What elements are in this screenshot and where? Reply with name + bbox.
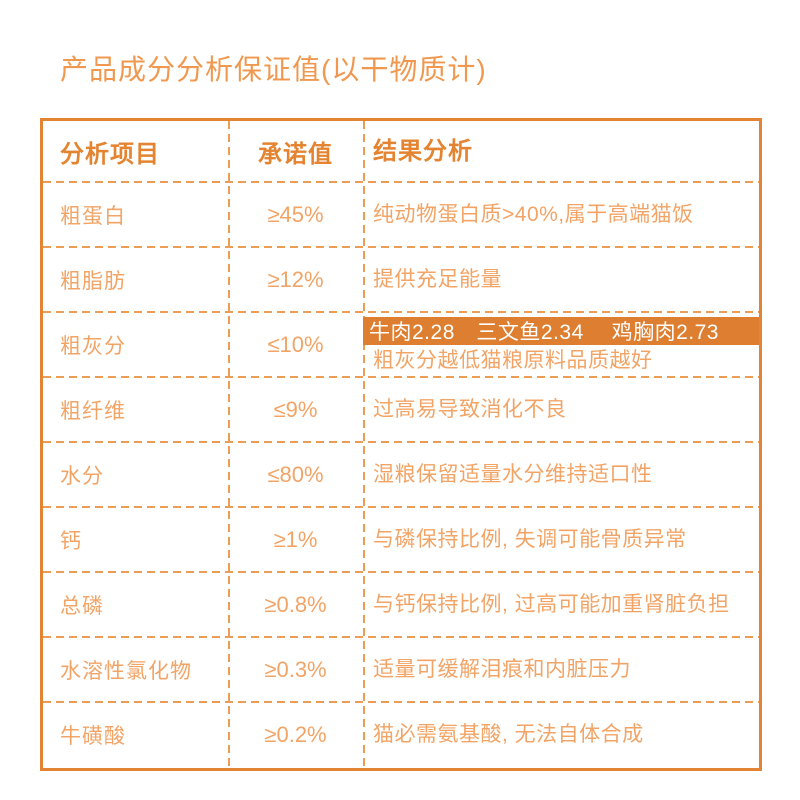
row-item-label: 水分 [60,464,104,488]
guarantee-analysis-table: 分析项目 承诺值 结果分析 粗蛋白 ≥45% 纯动物蛋白质>40%,属于高端猫饭… [40,118,762,771]
header-promised-value: 承诺值 [258,141,333,168]
row-result-stack: 牛肉2.28 三文鱼2.34 鸡胸肉2.73 粗灰分越低猫粮原料品质越好 [363,312,759,377]
ash-comparison-highlight: 牛肉2.28 三文鱼2.34 鸡胸肉2.73 [363,317,759,345]
table-row-crude-ash: 粗灰分 ≤10% 牛肉2.28 三文鱼2.34 鸡胸肉2.73 粗灰分越低猫粮原… [43,312,759,378]
table-row-taurine: 牛磺酸 ≥0.2% 猫必需氨基酸, 无法自体合成 [43,702,759,767]
row-value: ≤80% [267,461,324,487]
table-row-total-phosphorus: 总磷 ≥0.8% 与钙保持比例, 过高可能加重肾脏负担 [43,572,759,638]
row-result: 猫必需氨基酸, 无法自体合成 [373,722,644,746]
row-item-label: 水溶性氯化物 [60,659,192,683]
row-item-label: 粗蛋白 [60,204,126,228]
row-value: ≥45% [267,201,324,227]
row-result: 与钙保持比例, 过高可能加重肾脏负担 [373,592,730,616]
row-value: ≤9% [273,396,318,422]
row-result: 与磷保持比例, 失调可能骨质异常 [373,527,687,551]
column-divider-2 [363,121,365,768]
row-item-label: 粗纤维 [60,399,126,423]
table-row-soluble-chloride: 水溶性氯化物 ≥0.3% 适量可缓解泪痕和内脏压力 [43,637,759,703]
row-result: 过高易导致消化不良 [373,397,567,421]
row-value: ≥0.8% [264,591,327,617]
row-item-label: 钙 [60,529,82,553]
header-result-analysis: 结果分析 [373,137,473,165]
table-row-calcium: 钙 ≥1% 与磷保持比例, 失调可能骨质异常 [43,507,759,573]
row-value: ≥0.3% [264,656,327,682]
row-value: ≥0.2% [264,721,327,747]
row-result: 湿粮保留适量水分维持适口性 [373,462,653,486]
table-row-crude-fiber: 粗纤维 ≤9% 过高易导致消化不良 [43,377,759,443]
row-value: ≥12% [267,266,324,292]
row-value: ≤10% [267,331,324,357]
table-header-row: 分析项目 承诺值 结果分析 [43,121,759,183]
table-row-moisture: 水分 ≤80% 湿粮保留适量水分维持适口性 [43,442,759,508]
row-item-label: 粗灰分 [60,334,126,358]
row-item-label: 牛磺酸 [60,724,126,748]
row-item-label: 粗脂肪 [60,269,126,293]
page-title: 产品成分分析保证值(以干物质计) [60,54,487,85]
row-result: 适量可缓解泪痕和内脏压力 [373,657,631,681]
header-analysis-item: 分析项目 [60,141,160,168]
row-item-label: 总磷 [60,594,104,618]
table-row-crude-protein: 粗蛋白 ≥45% 纯动物蛋白质>40%,属于高端猫饭 [43,182,759,248]
column-divider-1 [228,121,230,768]
row-result: 纯动物蛋白质>40%,属于高端猫饭 [373,202,694,226]
table-row-crude-fat: 粗脂肪 ≥12% 提供充足能量 [43,247,759,313]
row-result: 粗灰分越低猫粮原料品质越好 [373,349,653,372]
row-value: ≥1% [273,526,318,552]
row-result: 提供充足能量 [373,267,502,291]
